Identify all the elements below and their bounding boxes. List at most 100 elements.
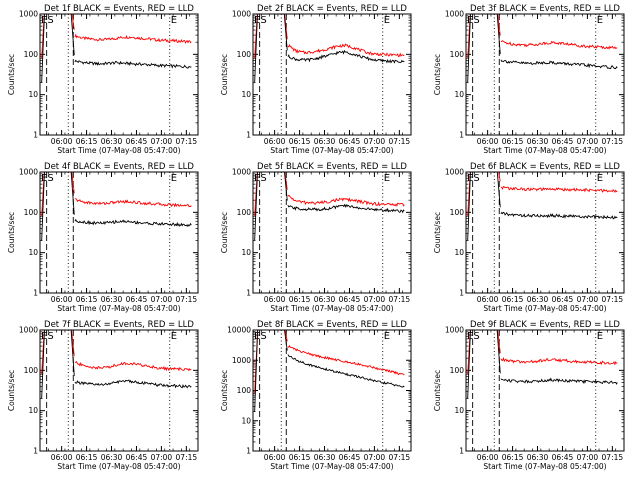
y-tick-label: 100 xyxy=(450,366,465,375)
events-series-line xyxy=(287,49,405,64)
events-spike-segment xyxy=(41,330,75,399)
x-tick-label: 06:15 xyxy=(76,295,98,304)
lld-series-line xyxy=(500,356,618,366)
x-tick-label: 07:15 xyxy=(176,453,198,462)
y-tick-label: 1 xyxy=(459,447,464,456)
events-series-line xyxy=(287,354,405,388)
y-tick-label: 100 xyxy=(24,208,39,217)
lld-spike-segment xyxy=(467,330,501,375)
panel-title: Det 9f BLACK = Events, RED = LLD xyxy=(470,320,620,330)
panel-title: Det 2f BLACK = Events, RED = LLD xyxy=(257,4,407,14)
y-tick-label: 1000 xyxy=(445,10,464,19)
y-tick-label: 10 xyxy=(28,406,38,415)
events-spike-segment xyxy=(254,172,288,241)
y-tick-label: 1000 xyxy=(19,168,38,177)
x-tick-label: 06:45 xyxy=(126,295,148,304)
panel-title: Det 4f BLACK = Events, RED = LLD xyxy=(44,162,194,172)
x-tick-label: 06:30 xyxy=(527,295,549,304)
y-tick-label: 1000 xyxy=(445,326,464,335)
detector-panel: Det 8f BLACK = Events, RED = LLD 1 10 100 10… xyxy=(220,320,412,471)
x-axis-label: Start Time (07-May-08 05:47:00) xyxy=(57,304,180,313)
panel-title: Det 8f BLACK = Events, RED = LLD xyxy=(257,320,407,330)
x-tick-label: 06:15 xyxy=(76,137,98,146)
events-spike-segment xyxy=(41,172,75,241)
y-tick-label: 10 xyxy=(454,90,464,99)
es-marker-label: ES xyxy=(41,173,54,184)
y-axis-label: Counts/sec xyxy=(433,212,442,253)
y-tick-label: 1000 xyxy=(19,326,38,335)
e-marker-label: E xyxy=(171,15,177,26)
y-tick-label: 1000 xyxy=(445,168,464,177)
x-tick-label: 06:45 xyxy=(339,295,361,304)
events-series-line xyxy=(74,379,192,389)
lld-series-line xyxy=(500,186,618,194)
x-tick-label: 06:00 xyxy=(477,453,499,462)
x-tick-label: 07:15 xyxy=(602,137,624,146)
y-tick-label: 100 xyxy=(450,208,465,217)
x-tick-label: 06:45 xyxy=(126,137,148,146)
y-tick-label: 10 xyxy=(454,406,464,415)
y-tick-label: 10 xyxy=(28,248,38,257)
e-marker-label: E xyxy=(597,173,603,184)
y-tick-label: 10 xyxy=(28,90,38,99)
y-tick-label: 100 xyxy=(237,386,252,395)
x-axis-label: Start Time (07-May-08 05:47:00) xyxy=(57,462,180,471)
y-tick-label: 1 xyxy=(33,131,38,140)
detector-panel: Det 3f BLACK = Events, RED = LLD 1 10 100 10… xyxy=(433,4,625,155)
x-tick-label: 06:45 xyxy=(552,453,574,462)
events-spike-segment xyxy=(254,330,288,412)
x-tick-label: 06:30 xyxy=(527,137,549,146)
lld-spike-segment xyxy=(254,172,288,217)
y-axis-label: Counts/sec xyxy=(220,54,229,95)
y-tick-label: 1 xyxy=(459,131,464,140)
y-tick-label: 1 xyxy=(246,289,251,298)
x-tick-label: 06:45 xyxy=(339,453,361,462)
lld-spike-segment xyxy=(467,14,501,59)
lld-series-line xyxy=(74,198,192,208)
y-tick-label: 1 xyxy=(246,447,251,456)
x-tick-label: 07:00 xyxy=(151,137,173,146)
lld-spike-segment xyxy=(41,172,75,217)
plot-frame xyxy=(465,171,625,294)
events-series-line xyxy=(500,377,618,385)
y-tick-label: 100 xyxy=(237,50,252,59)
x-tick-label: 06:30 xyxy=(314,295,336,304)
y-tick-label: 100 xyxy=(450,50,465,59)
plot-frame xyxy=(39,171,199,294)
x-tick-label: 07:00 xyxy=(151,295,173,304)
x-tick-label: 06:15 xyxy=(289,137,311,146)
events-series-line xyxy=(287,203,405,214)
e-marker-label: E xyxy=(171,173,177,184)
es-marker-label: ES xyxy=(467,331,480,342)
events-spike-segment xyxy=(41,14,75,83)
es-marker-label: ES xyxy=(254,331,267,342)
x-tick-label: 06:45 xyxy=(552,137,574,146)
x-axis-label: Start Time (07-May-08 05:47:00) xyxy=(483,462,606,471)
detector-panel: Det 2f BLACK = Events, RED = LLD 1 10 100 10… xyxy=(220,4,412,155)
x-tick-label: 07:15 xyxy=(602,453,624,462)
lld-spike-segment xyxy=(254,14,288,59)
x-tick-label: 06:30 xyxy=(101,453,123,462)
x-tick-label: 06:15 xyxy=(502,295,524,304)
panel-title: Det 3f BLACK = Events, RED = LLD xyxy=(470,4,620,14)
panel-title: Det 7f BLACK = Events, RED = LLD xyxy=(44,320,194,330)
lld-series-line xyxy=(287,194,405,207)
x-tick-label: 06:00 xyxy=(264,453,286,462)
x-tick-label: 06:45 xyxy=(126,453,148,462)
y-axis-label: Counts/sec xyxy=(7,370,16,411)
events-series-line xyxy=(500,211,618,220)
panel-title: Det 1f BLACK = Events, RED = LLD xyxy=(44,4,194,14)
y-tick-label: 1 xyxy=(459,289,464,298)
e-marker-label: E xyxy=(384,15,390,26)
x-axis-label: Start Time (07-May-08 05:47:00) xyxy=(483,146,606,155)
y-tick-label: 1000 xyxy=(19,10,38,19)
x-tick-label: 07:15 xyxy=(176,295,198,304)
lld-series-line xyxy=(287,43,405,58)
events-series-line xyxy=(74,218,192,228)
x-tick-label: 06:30 xyxy=(314,453,336,462)
es-marker-label: ES xyxy=(254,15,267,26)
events-series-line xyxy=(74,59,192,69)
x-tick-label: 07:15 xyxy=(602,295,624,304)
y-axis-label: Counts/sec xyxy=(7,212,16,253)
